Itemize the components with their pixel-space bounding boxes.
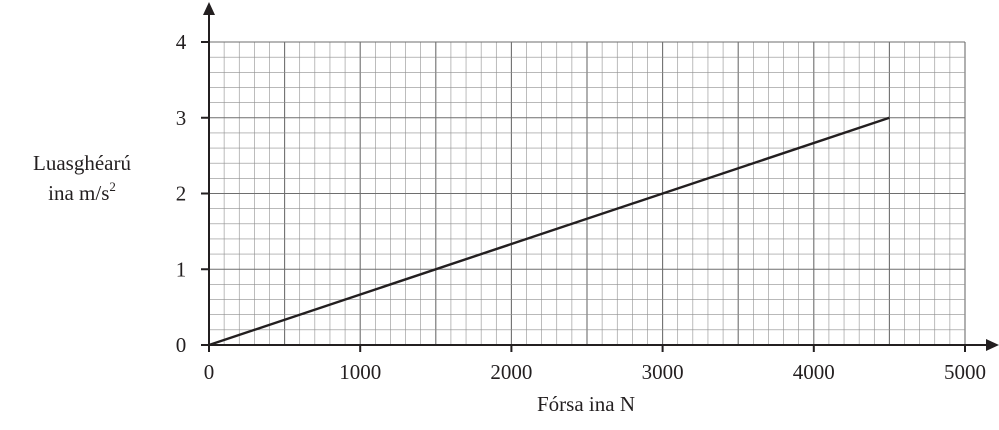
x-axis-title: Fórsa ina N [537, 392, 635, 416]
axes [203, 2, 999, 351]
grid [208, 41, 966, 346]
x-tick-label: 5000 [944, 360, 986, 384]
x-axis-arrow [986, 339, 999, 351]
y-tick-label: 0 [176, 333, 187, 357]
x-tick-label: 0 [204, 360, 215, 384]
y-axis-unit: ina m/s [48, 181, 109, 205]
y-tick-label: 4 [176, 30, 187, 54]
ticks: 0 1000 2000 3000 4000 5000 0 1 2 3 4 [176, 30, 986, 384]
y-tick-label: 1 [176, 257, 187, 281]
series-line [208, 116, 890, 347]
x-tick-label: 3000 [642, 360, 684, 384]
y-axis-arrow [203, 2, 215, 15]
x-tick-label: 1000 [339, 360, 381, 384]
x-tick-label: 2000 [490, 360, 532, 384]
series [208, 116, 890, 347]
y-axis-title-line1: Luasghéarú [33, 151, 131, 175]
y-tick-label: 2 [176, 182, 187, 206]
y-axis-unit-exponent: 2 [109, 179, 116, 194]
x-tick-label: 4000 [793, 360, 835, 384]
y-axis-title-line2: ina m/s2 [48, 179, 116, 205]
y-tick-label: 3 [176, 106, 187, 130]
